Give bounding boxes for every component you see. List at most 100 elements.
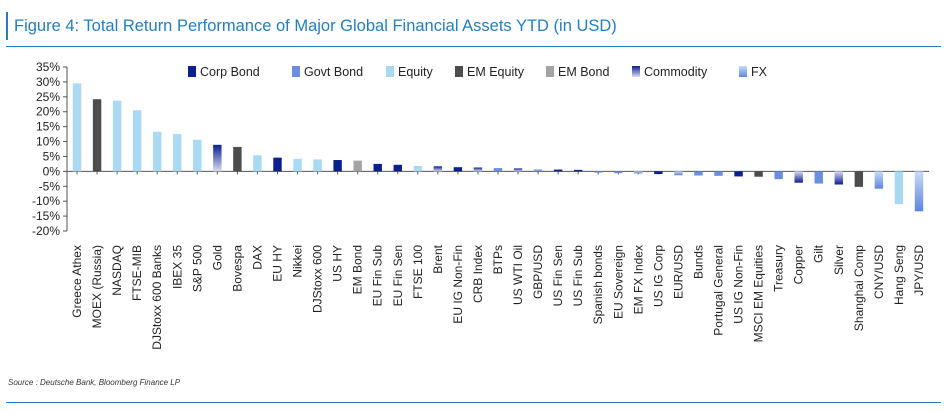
category-label: US Fin Sub xyxy=(571,245,585,307)
bar xyxy=(594,171,603,173)
bar xyxy=(112,100,122,172)
category-label: Treasury xyxy=(772,245,786,292)
bar xyxy=(874,171,884,189)
category-label: DAX xyxy=(250,245,264,270)
bar xyxy=(132,110,142,172)
legend-label: Corp Bond xyxy=(200,65,260,79)
y-tick-label: -15% xyxy=(32,209,60,223)
legend-swatch xyxy=(455,66,463,77)
bar xyxy=(573,169,583,172)
title-bar: Figure 4: Total Return Performance of Ma… xyxy=(6,12,617,40)
bar xyxy=(734,171,743,177)
bar xyxy=(614,171,623,174)
category-label: Gold xyxy=(210,245,224,270)
category-label: MOEX (Russia) xyxy=(90,245,104,328)
category-label: DJStoxx 600 Banks xyxy=(150,245,164,350)
category-label: Portugal General xyxy=(712,245,726,336)
category-label: US IG Corp xyxy=(651,245,665,307)
bar xyxy=(353,160,362,172)
y-tick-label: -20% xyxy=(32,224,60,238)
category-label: BTPs xyxy=(491,245,505,274)
bar xyxy=(293,158,302,172)
legend: Corp Bond Govt Bond Equity EM Equity EM Bond… xyxy=(188,65,768,79)
category-label: US IG Non-Fin xyxy=(732,245,746,324)
category-label: Hang Seng xyxy=(892,245,906,305)
bar xyxy=(694,171,703,176)
bar xyxy=(553,169,563,172)
legend-swatch xyxy=(292,66,300,77)
category-label: Silver xyxy=(832,245,846,275)
bar xyxy=(473,167,483,172)
category-label: Brent xyxy=(431,244,445,273)
category-label: FTSE 100 xyxy=(411,245,425,299)
bar xyxy=(834,171,843,185)
category-label: US WTI Oil xyxy=(511,245,525,305)
category-label: S&P 500 xyxy=(190,245,204,292)
legend-label: Equity xyxy=(398,65,433,79)
bar xyxy=(513,168,523,172)
bar xyxy=(814,171,823,184)
category-label: FTSE-MIB xyxy=(130,245,144,301)
category-label: Shanghai Comp xyxy=(852,245,866,331)
bar xyxy=(493,168,503,172)
bar xyxy=(273,157,282,172)
bar xyxy=(654,171,663,175)
bar xyxy=(393,164,402,172)
bar xyxy=(373,163,382,172)
y-tick-label: 0% xyxy=(43,164,61,178)
category-label: Bovespa xyxy=(230,245,244,292)
bar xyxy=(92,99,102,172)
category-label: EU Sovereign xyxy=(611,245,625,319)
legend-swatch xyxy=(632,66,640,77)
legend-label: Commodity xyxy=(644,65,708,79)
category-label: EU Fin Sub xyxy=(371,245,385,307)
title-rule xyxy=(6,46,941,47)
bar xyxy=(413,166,423,172)
axes: 35%30%25%20%15%10%5%0%-5%-10%-15%-20% xyxy=(32,60,929,238)
legend-label: Govt Bond xyxy=(304,65,363,79)
bar xyxy=(714,171,723,176)
category-label: EU Fin Sen xyxy=(391,245,405,306)
category-label: EU IG Non-Fin xyxy=(451,245,465,324)
category-label: Spanish bonds xyxy=(591,245,605,324)
y-tick-label: 5% xyxy=(43,149,61,163)
category-label: US HY xyxy=(331,245,345,282)
bar xyxy=(233,146,242,172)
legend-swatch xyxy=(739,66,747,77)
chart-title: Figure 4: Total Return Performance of Ma… xyxy=(14,17,617,35)
y-tick-label: 25% xyxy=(36,90,60,104)
y-tick-label: -10% xyxy=(32,194,60,208)
legend-label: EM Equity xyxy=(467,65,525,79)
source-note: Source : Deutsche Bank, Bloomberg Financ… xyxy=(8,378,181,387)
category-label: Bunds xyxy=(691,245,705,279)
legend-label: EM Bond xyxy=(558,65,609,79)
y-tick-label: 20% xyxy=(36,105,60,119)
category-label: Greece Athex xyxy=(70,245,84,318)
bar xyxy=(72,83,82,172)
bar xyxy=(634,171,643,174)
bar xyxy=(193,139,202,172)
category-labels: Greece Athex MOEX (Russia) NASDAQ FTSE-MIB D… xyxy=(70,244,926,349)
y-tick-label: -5% xyxy=(39,179,61,193)
category-label: NASDAQ xyxy=(110,245,124,296)
bottom-rule xyxy=(6,402,941,403)
y-tick-label: 15% xyxy=(36,120,60,134)
category-label: EUR/USD xyxy=(671,245,685,299)
bar xyxy=(313,159,322,172)
legend-label: FX xyxy=(751,65,768,79)
category-label: DJStoxx 600 xyxy=(311,245,325,313)
legend-swatch xyxy=(386,66,394,77)
y-tick-label: 35% xyxy=(36,60,60,74)
bar xyxy=(674,171,683,176)
bar xyxy=(794,171,803,183)
category-label: JPY/USD xyxy=(912,245,926,296)
category-label: Copper xyxy=(792,245,806,284)
category-label: IBEX 35 xyxy=(170,245,184,289)
bar xyxy=(914,171,924,212)
category-label: US Fin Sen xyxy=(551,245,565,306)
category-label: EM Bond xyxy=(351,245,365,294)
y-tick-label: 30% xyxy=(36,75,60,89)
legend-swatch xyxy=(546,66,554,77)
bar xyxy=(774,171,783,180)
category-label: Gilt xyxy=(812,244,826,263)
